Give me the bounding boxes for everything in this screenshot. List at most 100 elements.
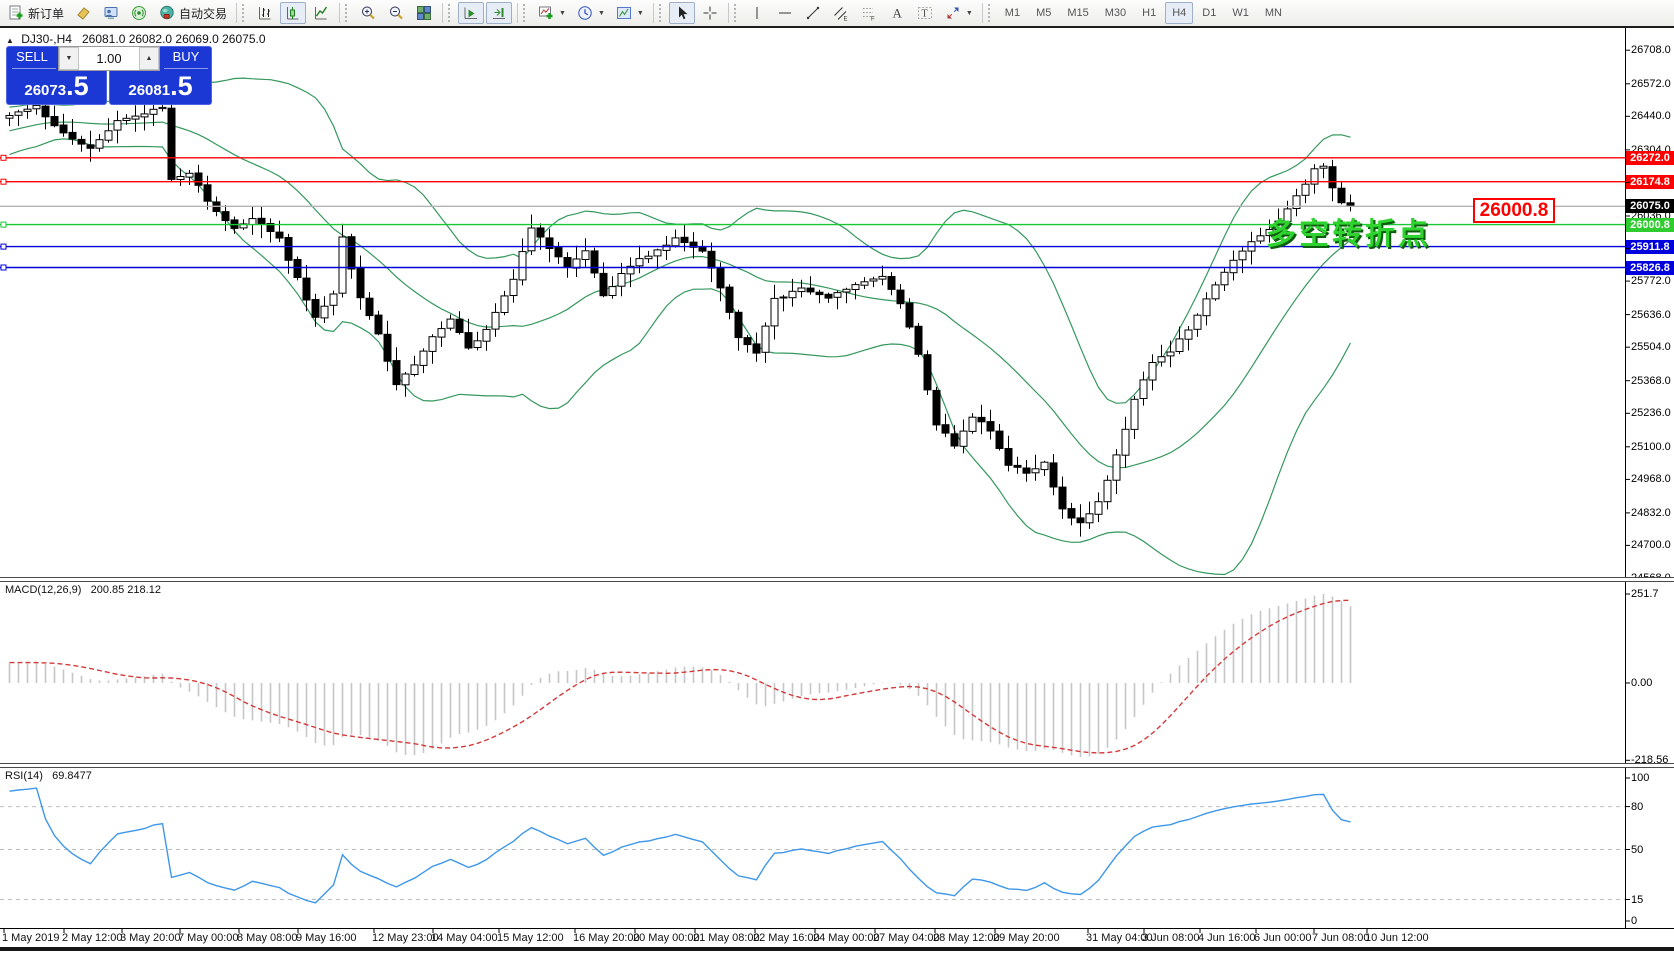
- arrows-button[interactable]: ▼: [940, 2, 977, 24]
- profile-button[interactable]: [98, 2, 124, 24]
- timeframe-m5-button[interactable]: M5: [1029, 2, 1058, 24]
- autotrading-button[interactable]: 自动交易: [154, 2, 231, 24]
- toolbar-grip: [987, 4, 994, 22]
- timeframe-m5-button-label: M5: [1036, 7, 1052, 19]
- collapse-panel-icon[interactable]: ▲: [6, 36, 14, 45]
- text-button[interactable]: A: [884, 2, 910, 24]
- volume-increase-button[interactable]: ▲: [139, 47, 159, 70]
- rsi-value: 69.8477: [52, 770, 92, 782]
- volume-input[interactable]: ▼ 1.00 ▲: [58, 46, 160, 71]
- toolbar-separator: [236, 3, 238, 23]
- price-axis-tick: 24832.0: [1631, 507, 1671, 519]
- toolbar-grip: [733, 4, 740, 22]
- time-axis-label: 28 May 12:00: [933, 932, 1000, 944]
- toolbar-separator: [652, 3, 654, 23]
- chevron-down-icon[interactable]: ▼: [559, 9, 566, 17]
- toolbar-separator: [981, 3, 983, 23]
- eraser-icon: [77, 7, 90, 20]
- signal-icon: [132, 6, 147, 20]
- timeframe-m15-button[interactable]: M15: [1060, 2, 1095, 24]
- pane-divider-macd[interactable]: [0, 577, 1674, 582]
- buy-price-dec: .5: [170, 71, 193, 101]
- pane-divider-rsi[interactable]: [0, 763, 1674, 768]
- time-axis-label: 29 May 20:00: [993, 932, 1060, 944]
- time-axis-label: 22 May 16:00: [753, 932, 820, 944]
- cursor-button[interactable]: [668, 2, 695, 24]
- new-order-button[interactable]: 新订单: [3, 2, 68, 24]
- timeframe-m30-button[interactable]: M30: [1098, 2, 1133, 24]
- timeframe-m1-button[interactable]: M1: [998, 2, 1027, 24]
- tile-windows-button[interactable]: [411, 2, 437, 24]
- rsi-axis-tick: 15: [1631, 894, 1644, 906]
- chevron-down-icon[interactable]: ▼: [965, 9, 973, 17]
- time-axis-label: 3 May 20:00: [120, 932, 181, 944]
- timeframe-m15-button-label: M15: [1067, 7, 1089, 19]
- time-axis-label: 2 May 12:00: [62, 932, 123, 944]
- chevron-down-icon[interactable]: ▼: [636, 9, 644, 17]
- price-axis-tick: 25636.0: [1631, 309, 1671, 321]
- chart-shift-icon: [493, 8, 506, 19]
- signal-button[interactable]: [126, 2, 152, 24]
- price-line-badge: 26075.0: [1626, 199, 1674, 213]
- timeframe-mn-button-label: MN: [1264, 7, 1282, 19]
- line-chart-button[interactable]: [308, 2, 334, 24]
- bar-chart-button[interactable]: [252, 2, 278, 24]
- crosshair-button[interactable]: [697, 2, 723, 24]
- time-axis-label: 4 Jun 16:00: [1198, 932, 1256, 944]
- turning-point-annotation[interactable]: 多空转折点: [1266, 218, 1431, 251]
- volume-decrease-button[interactable]: ▼: [59, 47, 79, 70]
- macd-signal-line: [9, 599, 1351, 754]
- time-axis-label: 15 May 12:00: [497, 932, 564, 944]
- time-axis-label: 24 May 00:00: [813, 932, 880, 944]
- vertical-line-button[interactable]: [744, 2, 770, 24]
- timeframe-d1-button[interactable]: D1: [1195, 2, 1223, 24]
- toolbar-grip: [242, 4, 248, 22]
- sell-price[interactable]: 26073.5: [6, 71, 107, 103]
- timeframe-h4-button[interactable]: H4: [1165, 2, 1194, 24]
- timeframe-h1-button[interactable]: H1: [1135, 2, 1163, 24]
- buy-price[interactable]: 26081.5: [109, 71, 212, 103]
- price-axis-border: [1625, 28, 1626, 928]
- candlestick-button[interactable]: [280, 2, 307, 24]
- auto-scroll-button[interactable]: [458, 2, 485, 24]
- equidistant-channel-button[interactable]: E: [828, 2, 854, 24]
- chart-symbol-period: DJ30-,H4: [21, 32, 72, 46]
- horizontal-line-button[interactable]: [772, 2, 798, 24]
- macd-values: 200.85 218.12: [90, 584, 161, 596]
- bar-chart-icon: [259, 7, 271, 20]
- time-axis-label: 6 Jun 00:00: [1254, 932, 1312, 944]
- trendline-icon: [806, 6, 820, 20]
- price-axis-tick: 25772.0: [1631, 275, 1671, 287]
- chevron-down-icon[interactable]: ▼: [597, 9, 605, 17]
- zoom-out-button[interactable]: [383, 2, 409, 24]
- arrows-icon: [947, 7, 959, 19]
- trendline-button[interactable]: [800, 2, 826, 24]
- horizontal-price-lines[interactable]: [0, 154, 1625, 271]
- toolbar-divider: [0, 26, 1674, 28]
- timeframe-mn-button[interactable]: MN: [1258, 2, 1289, 24]
- time-axis-border: [0, 928, 1674, 929]
- vertical-line-icon: [756, 7, 758, 19]
- sell-label[interactable]: SELL: [16, 49, 48, 64]
- buy-price-int: 26081: [128, 82, 171, 99]
- templates-button[interactable]: ▼: [611, 2, 648, 24]
- time-axis-label: 14 May 04:00: [431, 932, 498, 944]
- time-axis-label: 7 May 00:00: [178, 932, 239, 944]
- indicators-button[interactable]: ▼: [533, 2, 570, 24]
- zoom-in-button[interactable]: [355, 2, 381, 24]
- eraser-button[interactable]: [70, 2, 96, 24]
- fibonacci-button[interactable]: F: [856, 2, 882, 24]
- volume-value: 1.00: [96, 51, 122, 66]
- chart-shift-button[interactable]: [486, 2, 513, 24]
- buy-label[interactable]: BUY: [172, 49, 200, 64]
- price-axis-tick: 24968.0: [1631, 473, 1671, 485]
- price-label-box[interactable]: 26000.8: [1473, 198, 1555, 223]
- axis-ticks: [3, 49, 1630, 933]
- text-icon: A: [892, 6, 902, 21]
- price-axis-tick: 25368.0: [1631, 375, 1671, 387]
- text-label-button[interactable]: T: [912, 2, 938, 24]
- periods-button[interactable]: ▼: [572, 2, 609, 24]
- timeframe-w1-button[interactable]: W1: [1225, 2, 1256, 24]
- price-axis-tick: 26572.0: [1631, 78, 1671, 90]
